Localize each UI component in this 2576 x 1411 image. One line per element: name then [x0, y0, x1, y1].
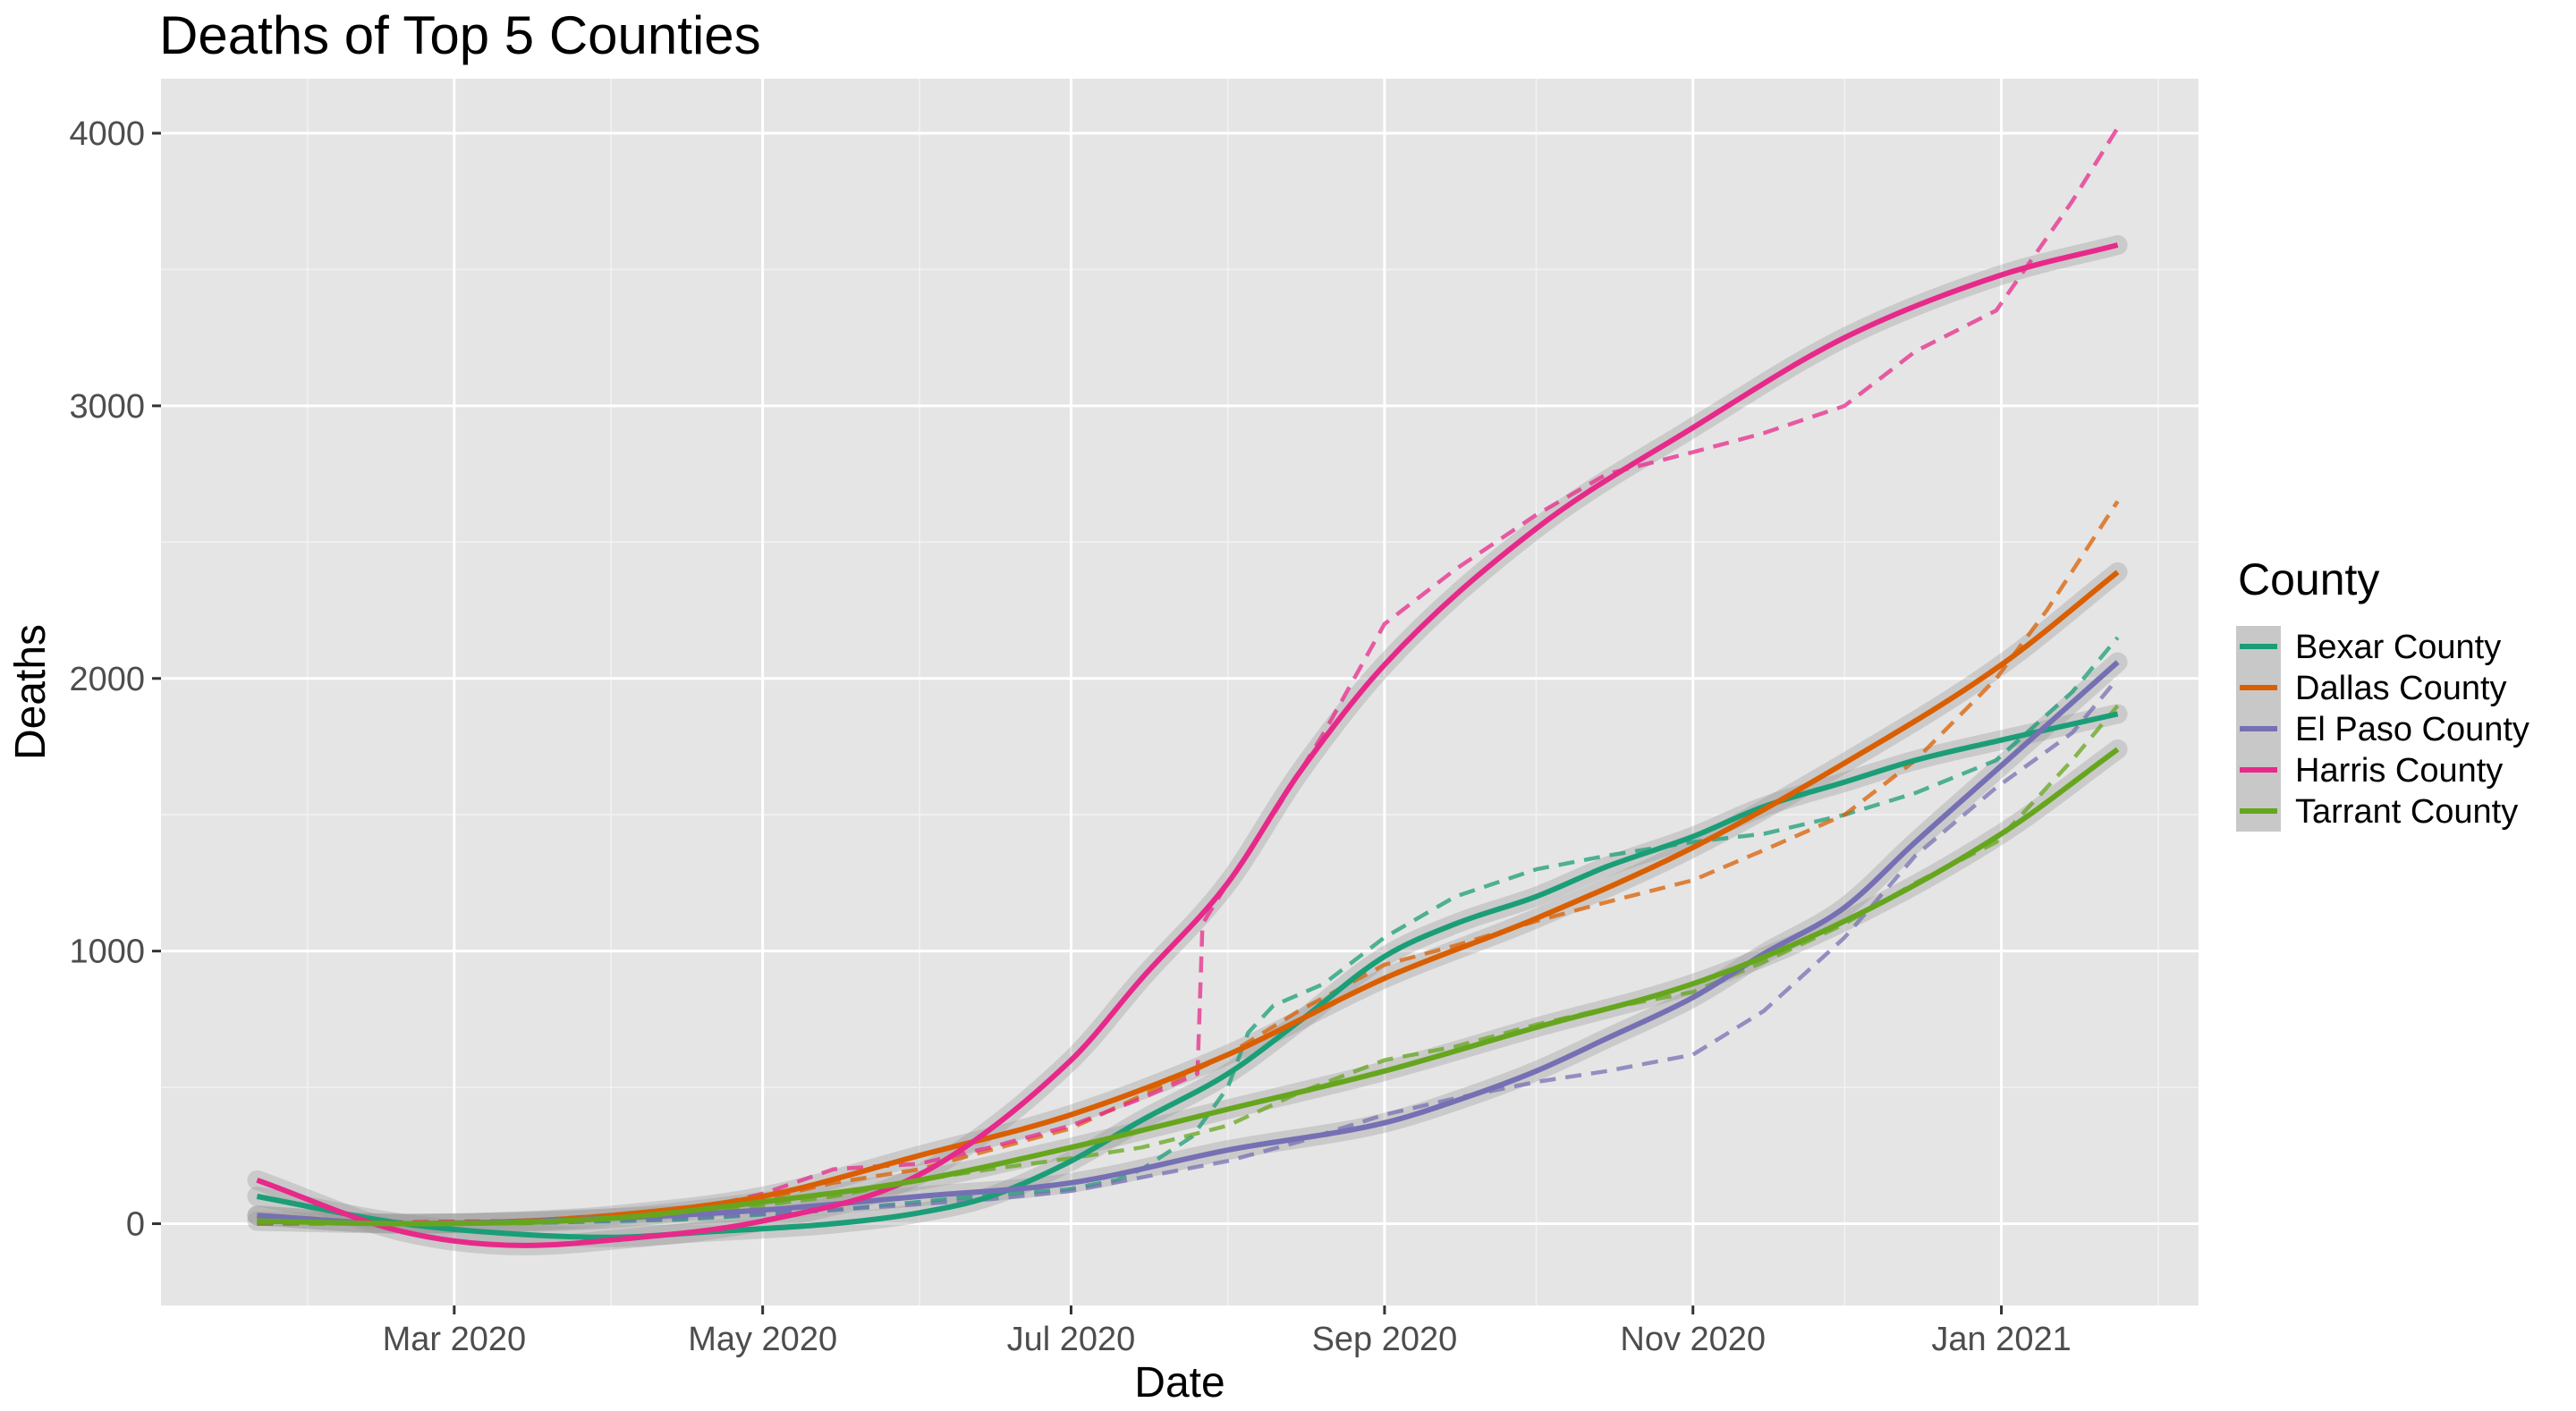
legend-label-el-paso-county: El Paso County	[2295, 711, 2529, 748]
x-axis-ticks: Mar 2020 May 2020 Jul 2020 Sep 2020 Nov 2020…	[383, 1305, 2072, 1358]
smooth-series-lines	[256, 242, 2120, 1248]
y-tick-label: 1000	[69, 934, 145, 971]
x-tick-label: Sep 2020	[1312, 1321, 1458, 1358]
legend-label-tarrant-county: Tarrant County	[2295, 793, 2518, 831]
legend-label-dallas-county: Dallas County	[2295, 670, 2507, 707]
y-axis-ticks: 0 1000 2000 3000 4000	[69, 115, 161, 1244]
y-tick-label: 3000	[69, 388, 145, 426]
y-tick-label: 4000	[69, 115, 145, 153]
chart-title: Deaths of Top 5 Counties	[159, 5, 761, 65]
y-tick-label: 2000	[69, 661, 145, 698]
x-axis-title: Date	[1134, 1359, 1224, 1407]
minor-gridlines	[161, 79, 2199, 1305]
observed-line-el-paso-county	[257, 677, 2120, 1226]
x-tick-label: Jan 2021	[1931, 1321, 2071, 1358]
x-tick-label: Jul 2020	[1007, 1321, 1136, 1358]
legend-label-bexar-county: Bexar County	[2295, 629, 2501, 666]
x-tick-label: May 2020	[688, 1321, 837, 1358]
x-tick-label: Nov 2020	[1620, 1321, 1766, 1358]
legend-items: Bexar County Dallas County El Paso County H…	[2236, 626, 2529, 832]
smooth-line-tarrant-county	[257, 747, 2120, 1227]
major-gridlines	[161, 79, 2199, 1305]
y-tick-label: 0	[126, 1206, 145, 1244]
legend-label-harris-county: Harris County	[2295, 752, 2503, 790]
smooth-line-harris-county	[256, 242, 2119, 1248]
legend: County Bexar County Dallas County El Paso …	[2236, 554, 2529, 832]
legend-title: County	[2238, 554, 2379, 604]
observed-line-harris-county	[257, 126, 2120, 1226]
x-tick-label: Mar 2020	[383, 1321, 527, 1358]
y-axis-title: Deaths	[7, 624, 55, 760]
